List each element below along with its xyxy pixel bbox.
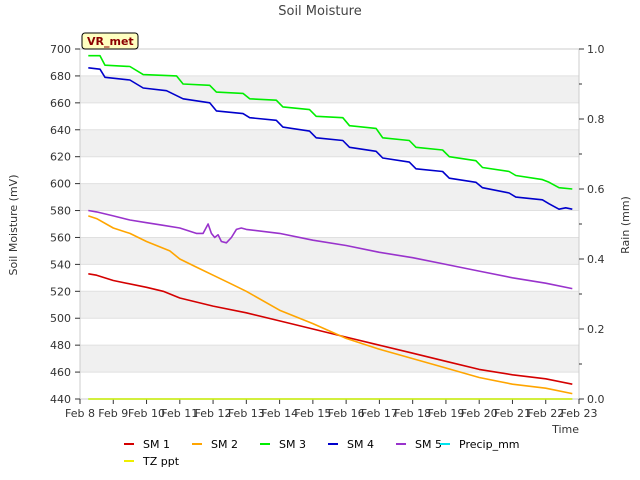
x-tick-label: Feb 21 [494,407,531,420]
y-tick-label: 580 [50,205,71,218]
y-tick-label: 520 [50,285,71,298]
series-line-sm-5 [88,209,573,290]
y-tick-label: 500 [50,312,71,325]
y-tick-label: 640 [50,124,71,137]
series-line-sm-1 [88,273,573,385]
y2-tick-label: 0.6 [587,183,605,196]
y-tick-label: 460 [50,366,71,379]
x-tick-label: Feb 12 [195,407,232,420]
x-tick-label: Feb 9 [98,407,128,420]
y-axis-label: Soil Moisture (mV) [7,175,20,276]
legend-label-sm-5: SM 5 [415,438,442,451]
y2-tick-label: 0.4 [587,253,605,266]
x-tick-label: Feb 18 [394,407,431,420]
x-tick-label: Feb 17 [361,407,398,420]
x-tick-label: Feb 20 [461,407,498,420]
x-tick-label: Feb 15 [294,407,331,420]
x-tick-label: Feb 8 [65,407,95,420]
legend: SM 1 SM 2 SM 3 SM 4 SM 5 Precip_mm TZ ppt [124,438,520,468]
grid-band [80,237,579,265]
legend-label-sm-2: SM 2 [211,438,238,451]
y2-axis-label: Rain (mm) [619,196,632,254]
x-tick-label: Feb 16 [328,407,365,420]
x-tick-label: Feb 19 [427,407,464,420]
y2-tick-label: 0.8 [587,113,605,126]
y-tick-label: 540 [50,258,71,271]
y-tick-label: 680 [50,70,71,83]
y2-tick-label: 0.0 [587,393,605,406]
grid-band [80,183,579,211]
grid-band [80,291,579,319]
station-badge-text: VR_met [87,35,134,48]
station-badge: VR_met [81,32,139,50]
grid-band [80,75,579,103]
series-line-sm-3 [88,54,573,190]
x-tick-label: Feb 11 [161,407,198,420]
legend-label-precip-mm: Precip_mm [459,438,520,451]
legend-label-tz-ppt: TZ ppt [142,455,180,468]
y-tick-label: 660 [50,97,71,110]
series-line-sm-4 [88,67,573,210]
x-axis-label: Time [551,423,579,436]
y2-tick-label: 0.2 [587,323,605,336]
y-tick-label: 560 [50,231,71,244]
legend-label-sm-3: SM 3 [279,438,306,451]
chart-title: Soil Moisture [278,4,362,19]
x-tick-label: Feb 23 [561,407,598,420]
y-tick-label: 700 [50,43,71,56]
x-tick-label: Feb 13 [228,407,265,420]
x-tick-label: Feb 14 [261,407,298,420]
x-tick-label: Feb 10 [128,407,165,420]
y-tick-label: 480 [50,339,71,352]
grid-band [80,129,579,157]
y-tick-label: 620 [50,151,71,164]
y-tick-label: 440 [50,393,71,406]
legend-label-sm-1: SM 1 [143,438,170,451]
y-tick-label: 600 [50,178,71,191]
grid-band [80,345,579,373]
series-line-sm-2 [88,215,573,395]
x-tick-label: Feb 22 [527,407,564,420]
legend-label-sm-4: SM 4 [347,438,374,451]
y2-tick-label: 1.0 [587,43,605,56]
station-badge-box [81,32,139,50]
